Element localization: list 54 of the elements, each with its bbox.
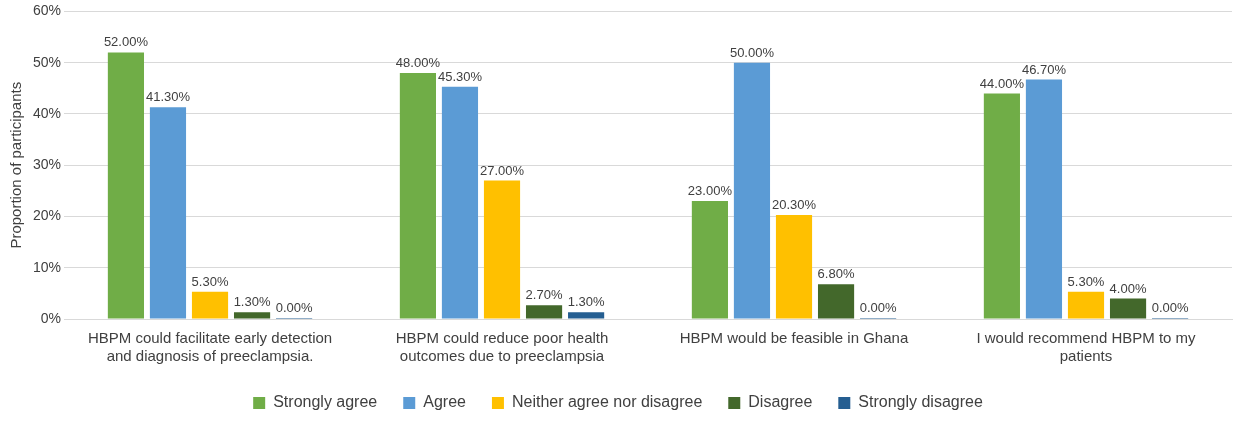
legend-label: Strongly disagree [858,393,983,411]
data-label: 6.80% [817,266,855,282]
data-label: 1.30% [233,294,271,310]
y-axis-title: Proportion of participants [7,81,25,249]
bar [191,291,229,319]
data-label: 5.30% [191,273,229,289]
y-tick-label: 0% [40,309,62,326]
y-tick-label: 50% [32,53,62,70]
data-label: 5.30% [1067,273,1105,289]
bar [568,312,605,319]
y-tick-label: 10% [32,258,62,275]
bar [817,284,855,319]
data-label: 0.00% [859,300,897,316]
legend-label: Strongly agree [273,393,378,411]
bar [233,312,271,319]
bar [107,52,144,319]
x-tick-label: HBPM would be feasible in Ghana [679,329,909,347]
y-tick-label: 20% [32,207,62,224]
bar [441,86,479,319]
bar [1109,298,1147,319]
legend-label: Neither agree nor disagree [511,393,703,411]
y-tick-label: 60% [32,2,62,19]
data-label: 41.30% [145,89,191,105]
x-tick-label: I would recommend HBPM to my patients [976,329,1197,365]
legend-label: Agree [423,393,467,411]
data-label: 52.00% [103,34,149,50]
y-tick-label: 40% [32,104,62,121]
data-label: 0.00% [1151,300,1189,316]
data-label: 2.70% [525,287,563,303]
bar [149,107,187,319]
bar [399,72,436,319]
data-label: 23.00% [687,183,733,199]
bar [983,93,1020,319]
bar [775,214,813,319]
data-label: 45.30% [437,68,483,84]
x-tick-label: HBPM could reduce poor health outcomes due to preeclampsia [395,329,609,365]
data-label: 0.00% [275,300,313,316]
bar [1025,79,1063,319]
bar [1067,291,1105,319]
data-label: 4.00% [1109,280,1147,296]
data-label: 44.00% [979,75,1025,91]
bar [483,180,521,319]
data-label: 27.00% [479,162,525,178]
bar [733,62,771,319]
bar [691,201,728,319]
y-tick-label: 30% [32,156,62,173]
data-label: 20.30% [771,197,817,213]
data-label: 50.00% [729,44,775,60]
data-label: 48.00% [395,55,441,70]
data-label: 46.70% [1021,61,1067,77]
bar [525,305,563,319]
legend-label: Disagree [748,393,813,411]
x-tick-label: HBPM could facilitate early detection and diagnosis of preeclampsia. [87,329,333,365]
data-label: 1.30% [567,294,605,310]
